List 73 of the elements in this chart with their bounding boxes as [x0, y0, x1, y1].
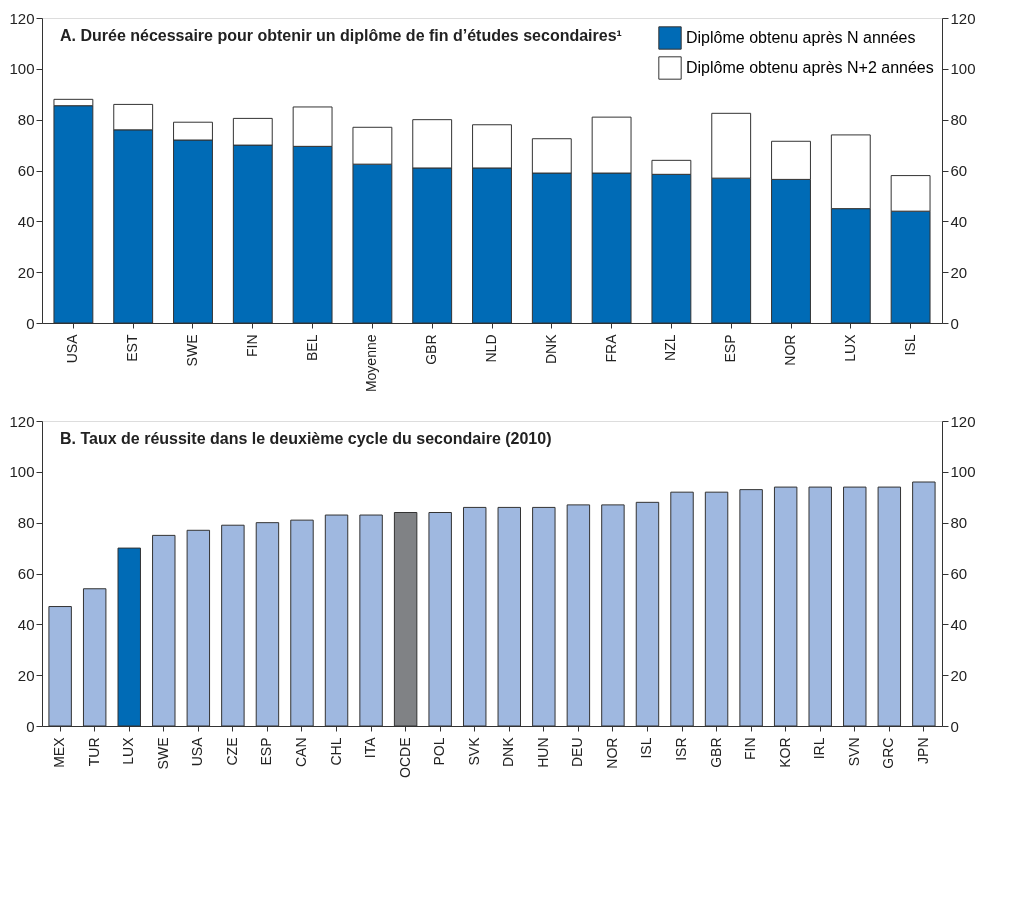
- x-tick-label: SWE: [154, 737, 171, 770]
- text: A. Durée nécessaire pour obtenir un diplôme de fin d’études secondaires¹: [60, 27, 622, 44]
- x-tick-label: ISR: [673, 737, 690, 761]
- y-tick-label: 80: [17, 111, 35, 129]
- y2-tick-label: 20: [950, 666, 968, 684]
- x-tick-label: ESP: [722, 334, 739, 363]
- y-tick-label: 60: [17, 565, 35, 582]
- x-tick-label: JPN: [914, 737, 931, 764]
- x-tick-label: NOR: [603, 737, 620, 769]
- x-tick-label: ISL: [901, 334, 918, 356]
- x-tick-label: SVN: [845, 737, 862, 767]
- legend-label: Diplôme obtenu après N années: [686, 29, 916, 46]
- x-tick-label: OCDE: [396, 737, 413, 778]
- x-tick-label: FIN: [243, 334, 260, 358]
- x-tick-label: FIN: [742, 737, 759, 761]
- y2-tick-label: 40: [950, 615, 968, 633]
- y2-tick-label: 120: [950, 412, 976, 430]
- y-tick-label: 120: [9, 9, 35, 27]
- x-tick-label: FRA: [602, 333, 619, 363]
- y-tick-label: 0: [26, 314, 35, 332]
- x-tick-label: IRL: [811, 737, 828, 760]
- legend-label: Diplôme obtenu après N+2 années: [686, 59, 934, 76]
- x-tick-label: HUN: [534, 737, 551, 768]
- x-tick-label: SWE: [184, 334, 200, 367]
- y2-tick-label: 40: [950, 212, 968, 230]
- x-tick-label: BEL: [303, 334, 320, 361]
- x-tick-label: CHL: [327, 737, 344, 766]
- x-tick-label: ESP: [258, 737, 275, 766]
- y-tick-label: 40: [17, 615, 35, 633]
- y2-tick-label: 80: [950, 111, 968, 129]
- x-tick-label: USA: [64, 333, 81, 364]
- text: B. Taux de réussite dans le deuxième cycle du secondaire (2010): [60, 430, 552, 447]
- x-tick-label: KOR: [776, 737, 793, 768]
- x-tick-label: ISL: [638, 737, 655, 759]
- x-tick-label: CZE: [223, 737, 240, 766]
- y-tick-label: 40: [17, 212, 35, 230]
- y-tick-label: 20: [17, 666, 35, 684]
- x-tick-label: ITA: [362, 736, 379, 759]
- y2-tick-label: 100: [950, 463, 976, 481]
- y2-tick-label: 120: [950, 9, 976, 27]
- x-tick-label: Moyenne: [363, 334, 380, 393]
- x-tick-label: LUX: [120, 736, 137, 765]
- y2-tick-label: 80: [950, 514, 968, 532]
- x-tick-label: CAN: [292, 737, 309, 768]
- y-tick-label: 80: [17, 514, 35, 532]
- x-tick-label: GBR: [423, 334, 440, 365]
- x-tick-label: GBR: [707, 737, 724, 768]
- x-tick-label: MEX: [51, 736, 68, 768]
- x-tick-label: NLD: [483, 334, 499, 363]
- x-tick-label: USA: [189, 736, 206, 767]
- x-tick-label: LUX: [841, 333, 858, 362]
- y-tick-label: 0: [26, 717, 35, 735]
- y-tick-label: 20: [17, 263, 35, 281]
- y2-tick-label: 100: [950, 60, 976, 78]
- x-tick-label: GRC: [880, 737, 897, 769]
- y2-tick-label: 60: [950, 565, 968, 582]
- y2-tick-label: 60: [950, 162, 968, 179]
- x-tick-label: DNK: [542, 333, 559, 365]
- x-tick-label: TUR: [85, 737, 102, 767]
- y-tick-label: 120: [9, 412, 35, 430]
- y2-tick-label: 20: [950, 263, 968, 281]
- x-tick-label: EST: [124, 334, 141, 362]
- y2-tick-label: 0: [950, 314, 959, 332]
- x-tick-label: DNK: [500, 736, 517, 768]
- x-tick-label: SVK: [465, 736, 482, 766]
- y2-tick-label: 0: [950, 717, 959, 735]
- x-tick-label: NOR: [782, 334, 798, 366]
- x-tick-label: NZL: [662, 334, 679, 361]
- x-tick-label: POL: [431, 737, 448, 766]
- y-tick-label: 60: [17, 162, 35, 179]
- y-tick-label: 100: [9, 60, 35, 78]
- x-tick-label: DEU: [569, 737, 586, 768]
- y-tick-label: 100: [9, 463, 35, 481]
